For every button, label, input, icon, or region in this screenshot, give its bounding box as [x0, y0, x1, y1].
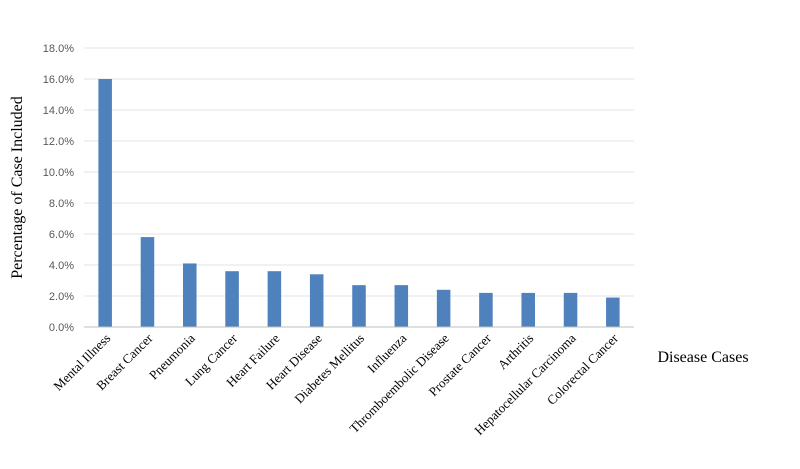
y-tick-label: 2.0%	[49, 291, 74, 303]
y-tick-label: 6.0%	[49, 229, 74, 241]
y-tick-label: 0.0%	[49, 322, 74, 334]
gridlines	[84, 47, 634, 297]
bar	[183, 263, 197, 327]
bar	[352, 285, 366, 327]
x-category-label: Colorectal Cancer	[544, 330, 622, 408]
bar	[606, 297, 620, 327]
y-tick-label: 10.0%	[43, 167, 74, 179]
bar	[225, 271, 239, 327]
y-tick-label: 4.0%	[49, 260, 74, 272]
bar	[521, 292, 535, 327]
y-tick-label: 8.0%	[49, 198, 74, 210]
bar	[436, 289, 451, 327]
y-axis-tick-labels: 0.0% 2.0% 4.0% 6.0% 8.0% 10.0% 12.0% 14.0% 16.0%…	[43, 43, 74, 334]
y-tick-label: 18.0%	[43, 43, 74, 55]
y-tick-label: 14.0%	[43, 105, 74, 117]
bar	[563, 292, 578, 327]
bar	[479, 292, 493, 327]
bar	[140, 237, 155, 327]
bar	[309, 274, 324, 327]
y-axis-title: Percentage of Case Included	[9, 96, 26, 279]
bar	[394, 285, 409, 327]
bars	[98, 79, 620, 327]
y-tick-label: 16.0%	[43, 74, 74, 86]
x-category-label: Arthritis	[495, 331, 537, 373]
bar	[98, 79, 112, 327]
x-axis-title: Disease Cases	[657, 349, 748, 366]
y-tick-label: 12.0%	[43, 136, 74, 148]
bar	[267, 271, 282, 327]
